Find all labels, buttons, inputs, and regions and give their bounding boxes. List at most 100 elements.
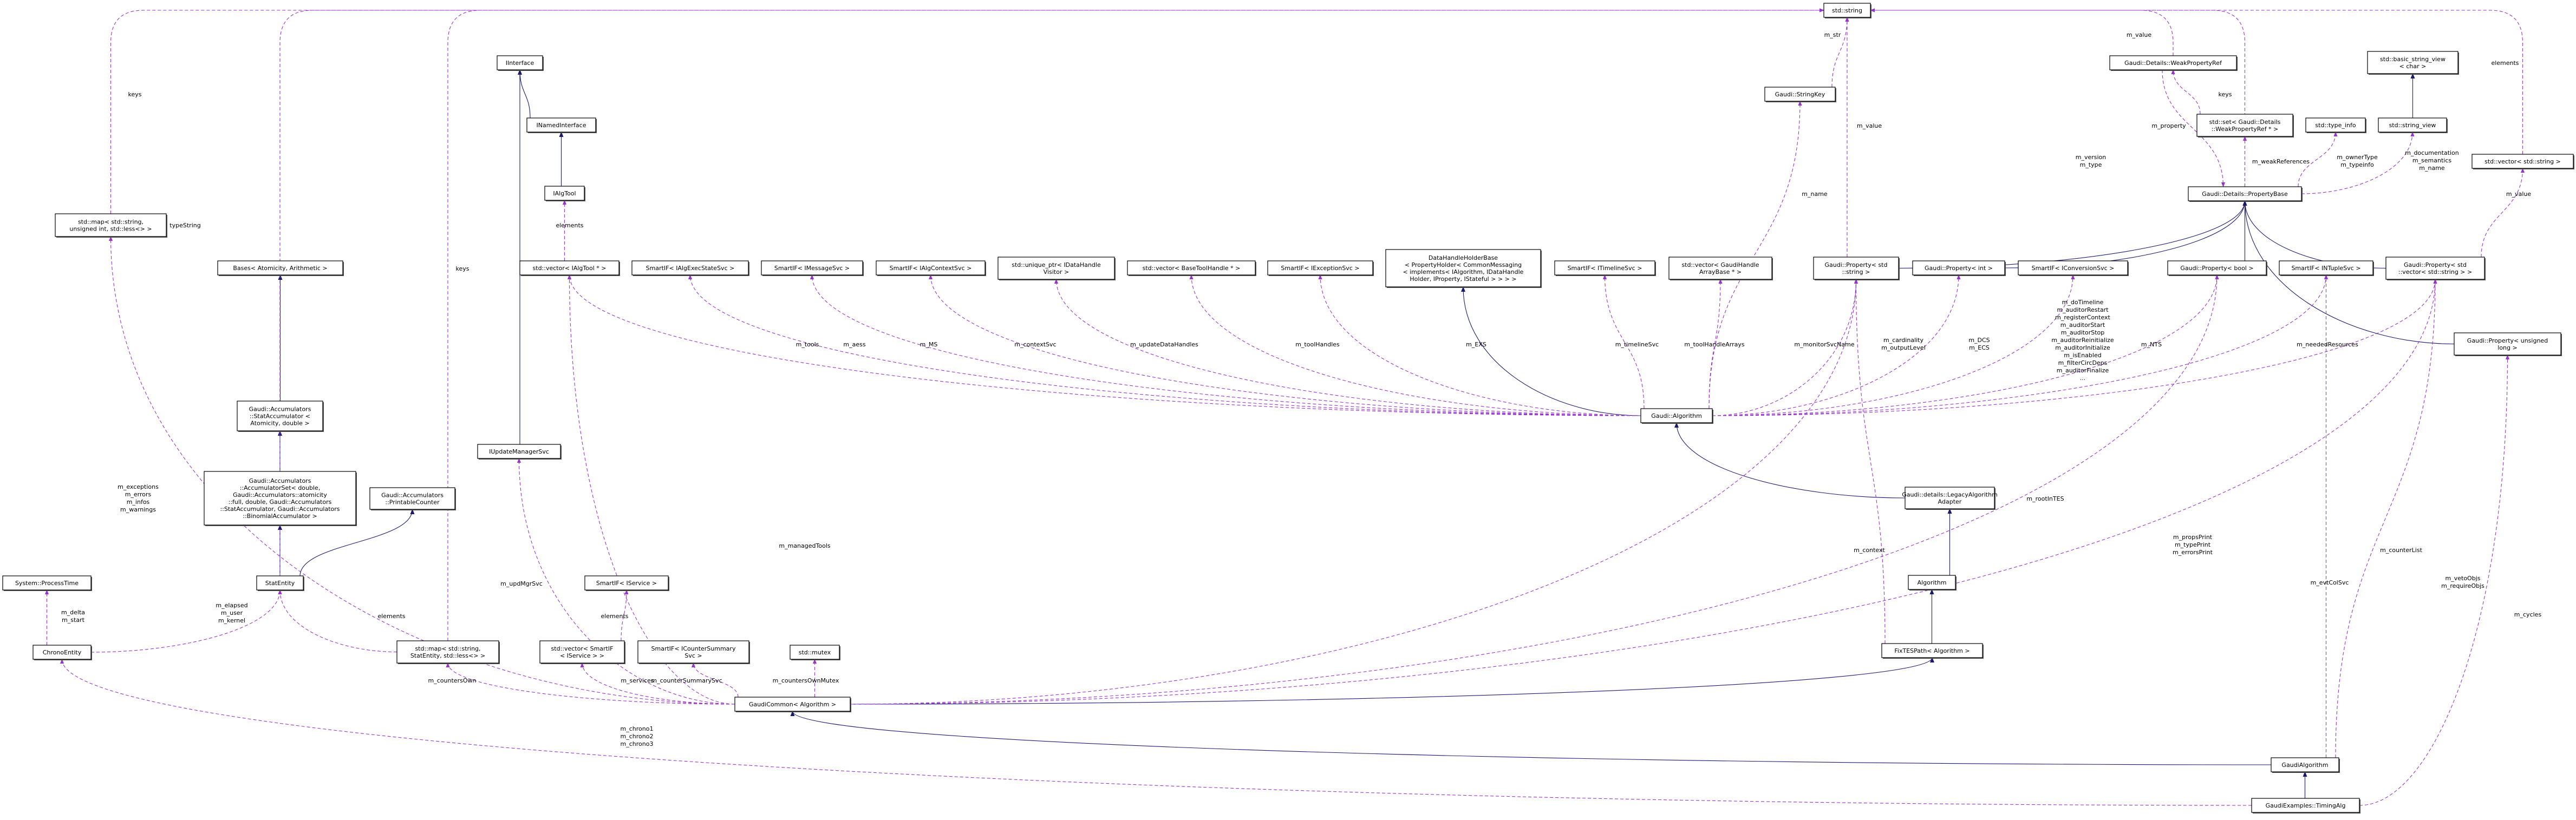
class-node-std-vector-ialgtool[interactable]: std::vector< IAlgTool * > <box>519 260 620 276</box>
class-node-gaudi-accumulators-accumulatorset-double-gaudi-accumulators-atomicity-full-double-gaudi-accumulators-stataccumulator-gaudi-accumulators-binomialaccumulator[interactable]: Gaudi::Accumulators::AccumulatorSet< dou… <box>204 471 357 526</box>
class-node-std-map-std-string-unsigned-int-std-less[interactable]: std::map< std::string, unsigned int, std:… <box>55 213 167 238</box>
class-node-fixtespath-algorithm[interactable]: FixTESPath< Algorithm > <box>1881 643 1984 659</box>
node-label-line: IUpdateManagerSvc <box>489 448 549 455</box>
node-box <box>790 645 840 660</box>
class-node-gaudi-property-unsigned-long[interactable]: Gaudi::Property< unsigned long > <box>2454 332 2562 356</box>
class-node-iupdatemanagersvc[interactable]: IUpdateManagerSvc <box>477 444 562 460</box>
class-node-smartif-imessagesvc[interactable]: SmartIF< IMessageSvc > <box>761 260 864 276</box>
node-label: INamedInterface <box>537 122 586 129</box>
edge-label: elements <box>2491 60 2519 67</box>
class-node-gaudi-accumulators-stataccumulator-atomicity-double[interactable]: Gaudi::Accumulators::StatAccumulator < At… <box>237 401 324 432</box>
class-node-statentity[interactable]: StatEntity <box>256 575 304 591</box>
class-node-std-basic-string-view-char[interactable]: std::basic_string_view < char > <box>2367 51 2459 75</box>
class-node-smartif-icountersummary-svc[interactable]: SmartIF< ICounterSummary Svc > <box>637 640 750 664</box>
class-node-smartif-ialgexecstatesvc[interactable]: SmartIF< IAlgExecStateSvc > <box>631 260 749 276</box>
usage-edge <box>1054 279 1641 416</box>
node-label-line: std::vector< std::string > <box>2484 158 2561 165</box>
node-box <box>1267 260 1373 275</box>
edge-label: m_name <box>1802 191 1828 198</box>
node-label-line: Gaudi::Accumulators::atomicity <box>233 491 327 498</box>
usage-edge <box>567 274 1641 416</box>
node-label: System::ProcessTime <box>15 580 79 587</box>
node-shadow <box>1642 410 1713 424</box>
class-node-gaudi-details-weakpropertyref[interactable]: Gaudi::Details::WeakPropertyRef <box>2109 55 2238 71</box>
class-node-datahandleholderbase-propertyholder-commonmessaging-implements-ialgorithm-idatahandle-holder-iproperty-istateful[interactable]: DataHandleHolderBase < PropertyHolder< Co… <box>1385 249 1542 288</box>
node-label: std::vector< IAlgTool * > <box>533 265 606 272</box>
class-node-gaudi-details-propertybase[interactable]: Gaudi::Details::PropertyBase <box>2188 186 2303 202</box>
usage-edge <box>446 662 735 705</box>
class-node-system-processtime[interactable]: System::ProcessTime <box>2 575 92 591</box>
class-node-iinterface[interactable]: IInterface <box>497 55 544 71</box>
class-node-smartif-iconversionsvc[interactable]: SmartIF< IConversionSvc > <box>2018 260 2129 276</box>
class-node-gaudi-property-std-string[interactable]: Gaudi::Property< std::string > <box>1813 257 1900 280</box>
edge-label-line: m_filterCircDeps <box>2058 359 2108 366</box>
class-node-std-string-view[interactable]: std::string_view <box>2378 117 2448 133</box>
class-node-std-type-info[interactable]: std::type_info <box>2305 117 2366 133</box>
usage-edge <box>1870 8 2246 187</box>
class-node-std-vector-gaudihandle-arraybase[interactable]: std::vector< GaudiHandle ArrayBase * > <box>1668 257 1773 280</box>
edge-label: m_DCS m_ECS <box>1968 337 1990 351</box>
class-node-std-vector-basetoolhandle[interactable]: std::vector< BaseToolHandle * > <box>1127 260 1256 276</box>
node-label-line: Gaudi::Property< std <box>2404 261 2467 268</box>
edge-label: m_monitorSvcName <box>1794 341 1854 348</box>
class-node-smartif-ialgcontextsvc[interactable]: SmartIF< IAlgContextSvc > <box>876 260 986 276</box>
node-label-line: Adapter <box>1938 498 1962 506</box>
node-label-line: std::set< Gaudi::Details <box>2209 119 2281 126</box>
class-node-bases-atomicity-arithmetic[interactable]: Bases< Atomicity, Arithmetic > <box>217 260 344 276</box>
class-node-gaudi-stringkey[interactable]: Gaudi::StringKey <box>1764 87 1836 102</box>
class-node-chronoentity[interactable]: ChronoEntity <box>32 645 92 660</box>
edge-label-line: ... <box>2080 375 2086 382</box>
node-label: std::vector< BaseToolHandle * > <box>1143 265 1241 272</box>
usage-edge <box>1831 17 1849 88</box>
class-node-gaudi-accumulators-printablecounter[interactable]: Gaudi::Accumulators::PrintableCounter <box>369 487 456 510</box>
class-node-algorithm[interactable]: Algorithm <box>1908 575 1957 591</box>
edge-label-line: m_isEnabled <box>2064 352 2101 359</box>
class-node-smartif-itimelinesvc[interactable]: SmartIF< ITimelineSvc > <box>1554 260 1656 276</box>
edge-label: m_EXS <box>1466 341 1486 348</box>
class-node-ialgtool[interactable]: IAlgTool <box>544 186 585 201</box>
edge-label-line: m_value <box>2127 31 2151 38</box>
class-node-gaudi-property-bool[interactable]: Gaudi::Property< bool > <box>2167 260 2267 276</box>
node-shadow <box>2169 262 2267 276</box>
class-node-gaudi-property-int[interactable]: Gaudi::Property< int > <box>1912 260 2006 276</box>
class-node-smartif-intuplesvc[interactable]: SmartIF< INTupleSvc > <box>2279 260 2374 276</box>
node-label-line: std::vector< GaudiHandle <box>1681 261 1759 268</box>
class-node-std-vector-std-string[interactable]: std::vector< std::string > <box>2471 154 2574 169</box>
class-node-std-string[interactable]: std::string <box>1823 3 1871 18</box>
edges-layer <box>44 8 2525 806</box>
class-node-inamedinterface[interactable]: INamedInterface <box>526 117 597 133</box>
class-node-std-vector-smartif-iservice[interactable]: std::vector< SmartIF < IService > > <box>539 640 625 664</box>
edge-label-line: m_start <box>62 616 85 624</box>
edge-label-line: m_kernel <box>218 617 245 624</box>
node-shadow <box>2111 57 2238 71</box>
class-node-std-map-std-string-statentity-std-less[interactable]: std::map< std::string, StatEntity, std::l… <box>396 640 500 664</box>
usage-edge <box>580 662 735 705</box>
node-label: Gaudi::Accumulators::StatAccumulator < At… <box>249 406 311 427</box>
class-node-smartif-iexceptionsvc[interactable]: SmartIF< IExceptionSvc > <box>1267 260 1374 276</box>
node-label: Gaudi::Accumulators::PrintableCounter <box>381 492 444 506</box>
node-box <box>876 260 986 275</box>
edge-label-line: keys <box>128 91 142 98</box>
node-label: Bases< Atomicity, Arithmetic > <box>233 265 327 272</box>
class-node-gaudi-property-std-vector-std-string[interactable]: Gaudi::Property< std::vector< std::strin… <box>2385 257 2486 280</box>
node-label-line: ArrayBase * > <box>1699 268 1742 275</box>
class-node-std-unique-ptr-idatahandle-visitor[interactable]: std::unique_ptr< IDataHandle Visitor > <box>997 257 1116 280</box>
node-label-line: Svc > <box>684 652 702 659</box>
class-node-gaudi-algorithm[interactable]: Gaudi::Algorithm <box>1640 408 1713 424</box>
edge-label: m_toolHandleArrays <box>1684 341 1744 348</box>
class-node-gaudicommon-algorithm[interactable]: GaudiCommon< Algorithm > <box>734 697 851 712</box>
class-node-smartif-iservice[interactable]: SmartIF< IService > <box>584 575 669 591</box>
node-label: std::map< std::string, StatEntity, std::l… <box>410 645 485 659</box>
node-box <box>256 575 304 591</box>
edge-label-line: m_aess <box>843 341 865 348</box>
edge-label: m_documentation m_semantics m_name <box>2405 149 2459 172</box>
node-label-line: std::map< std::string, <box>415 645 480 652</box>
class-node-gaudialgorithm[interactable]: GaudiAlgorithm <box>2271 757 2340 773</box>
node-label: Gaudi::Property< int > <box>1925 265 1993 272</box>
node-label: StatEntity <box>265 580 295 587</box>
class-node-gaudiexamples-timingalg[interactable]: GaudiExamples::TimingAlg <box>2251 798 2360 814</box>
usage-edge <box>1712 279 2437 416</box>
class-node-std-set-gaudi-details-weakpropertyref[interactable]: std::set< Gaudi::Details::WeakPropertyRe… <box>2196 114 2294 137</box>
class-node-std-mutex[interactable]: std::mutex <box>790 645 840 660</box>
class-node-gaudi-details-legacyalgorithm-adapter[interactable]: Gaudi::details::LegacyAlgorithm Adapter <box>1902 487 1998 510</box>
